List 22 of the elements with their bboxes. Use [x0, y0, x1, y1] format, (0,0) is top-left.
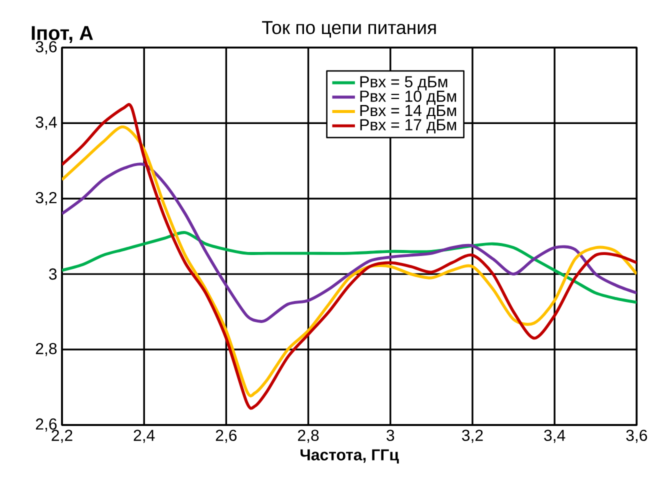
chart-title: Ток по цепи питания	[262, 21, 436, 38]
x-tick-label: 2,8	[298, 430, 319, 443]
legend-label: Pвх = 14 дБм	[360, 105, 456, 120]
y-tick-label: 2,8	[36, 342, 57, 356]
y-tick-label: 3,6	[36, 41, 57, 54]
y-tick-label: 2,6	[36, 418, 57, 432]
y-tick-label: 3,2	[36, 192, 57, 206]
x-tick-label: 3	[386, 430, 394, 441]
x-tick-label: 2,2	[52, 430, 72, 443]
legend-label: Pвх = 5 дБм	[360, 76, 448, 90]
x-tick-label: 3,2	[462, 430, 483, 443]
x-tick-label: 3,6	[626, 430, 648, 443]
x-axis-title: Частота, ГГц	[300, 449, 399, 464]
x-tick-label: 3,4	[544, 430, 566, 443]
y-axis-title: Iпот, A	[32, 26, 93, 43]
x-tick-label: 2,4	[134, 430, 155, 443]
legend-label: Pвх = 17 дБм	[360, 119, 456, 134]
line-series	[62, 162, 637, 323]
legend-label: Pвх = 10 дБм	[360, 90, 456, 105]
x-tick-label: 2,6	[216, 430, 237, 443]
y-tick-label: 3	[49, 268, 57, 280]
y-tick-label: 3,4	[36, 116, 57, 130]
